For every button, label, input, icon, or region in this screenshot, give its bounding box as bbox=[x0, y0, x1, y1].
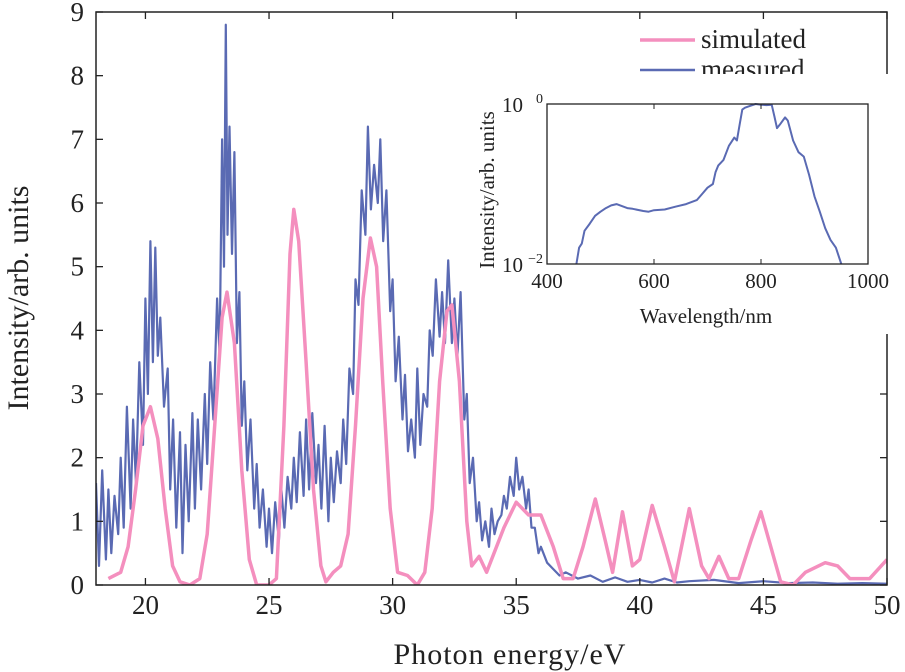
inset-y-tick-exponent: −2 bbox=[528, 252, 543, 267]
x-tick-label: 25 bbox=[256, 590, 283, 620]
y-tick-label: 4 bbox=[71, 315, 85, 345]
y-tick-label: 5 bbox=[71, 252, 85, 282]
y-tick-label: 1 bbox=[71, 506, 85, 536]
y-tick-label: 7 bbox=[71, 124, 85, 154]
inset-x-tick-label: 1000 bbox=[847, 269, 889, 293]
series-measured bbox=[96, 23, 887, 585]
x-tick-label: 50 bbox=[874, 590, 901, 620]
inset-y-axis-label: Intensity/arb. units bbox=[475, 111, 499, 268]
y-axis-label: Intensity/arb. units bbox=[2, 186, 35, 411]
x-tick-label: 30 bbox=[379, 590, 406, 620]
inset-x-tick-label: 600 bbox=[638, 269, 670, 293]
y-tick-label: 9 bbox=[71, 0, 85, 27]
y-tick-label: 6 bbox=[71, 188, 85, 218]
inset-x-tick-label: 400 bbox=[531, 269, 563, 293]
inset-y-tick-label: 10 bbox=[502, 93, 523, 117]
inset-y-tick-label: 10 bbox=[502, 253, 523, 277]
x-tick-label: 20 bbox=[132, 590, 159, 620]
inset-frame bbox=[546, 103, 869, 265]
inset-plot: 400 600 800 1000 10 −2 10 0 bbox=[477, 74, 893, 334]
x-axis-label: Photon energy/eV bbox=[394, 638, 627, 671]
inset-x-tick-label: 800 bbox=[745, 269, 777, 293]
inset-y-tick-exponent: 0 bbox=[536, 92, 543, 107]
inset-x-axis-label: Wavelength/nm bbox=[640, 304, 772, 328]
x-tick-label: 35 bbox=[503, 590, 530, 620]
y-tick-label: 2 bbox=[71, 443, 85, 473]
y-tick-label: 0 bbox=[71, 570, 85, 600]
x-tick-label: 40 bbox=[626, 590, 653, 620]
y-tick-label: 8 bbox=[71, 61, 85, 91]
inset-series bbox=[575, 103, 843, 265]
y-tick-label: 3 bbox=[71, 379, 85, 409]
series-simulated bbox=[107, 207, 887, 585]
legend-label-simulated: simulated bbox=[701, 24, 806, 54]
x-tick-label: 45 bbox=[750, 590, 777, 620]
